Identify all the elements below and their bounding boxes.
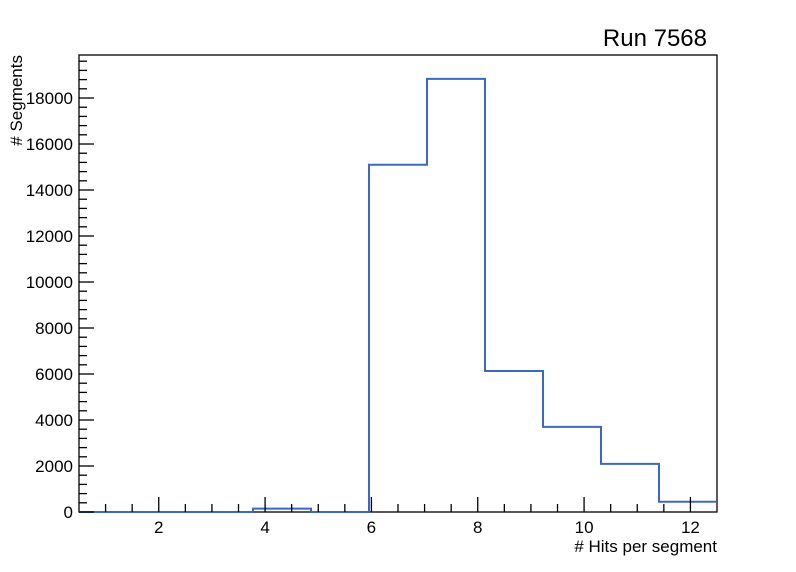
plot-frame [78, 54, 718, 513]
x-axis-labels: 2 4 6 8 10 12 [154, 518, 700, 537]
y-tick-label: 16000 [26, 135, 73, 154]
x-tick-label: 6 [367, 518, 376, 537]
y-tick-label: 8000 [35, 319, 73, 338]
y-tick-label: 12000 [26, 227, 73, 246]
y-axis-labels: 0 2000 4000 6000 8000 10000 12000 14000 16000 180… [26, 89, 73, 522]
x-axis-title: # Hits per segment [574, 537, 717, 556]
x-axis-ticks [104, 497, 692, 512]
x-tick-label: 2 [154, 518, 163, 537]
y-axis-ticks [79, 60, 94, 513]
plot-title: Run 7568 [603, 25, 707, 52]
y-tick-label: 14000 [26, 181, 73, 200]
y-tick-label: 4000 [35, 411, 73, 430]
y-tick-label: 18000 [26, 89, 73, 108]
histogram-step-path [79, 77, 717, 513]
x-tick-label: 12 [681, 518, 700, 537]
y-tick-label: 10000 [26, 273, 73, 292]
y-tick-label: 0 [64, 503, 73, 522]
x-tick-label: 10 [575, 518, 594, 537]
y-tick-label: 6000 [35, 365, 73, 384]
y-tick-label: 2000 [35, 457, 73, 476]
histogram-line [79, 77, 717, 513]
x-tick-label: 8 [473, 518, 482, 537]
y-axis-title: # Segments [7, 55, 26, 146]
x-tick-label: 4 [260, 518, 269, 537]
